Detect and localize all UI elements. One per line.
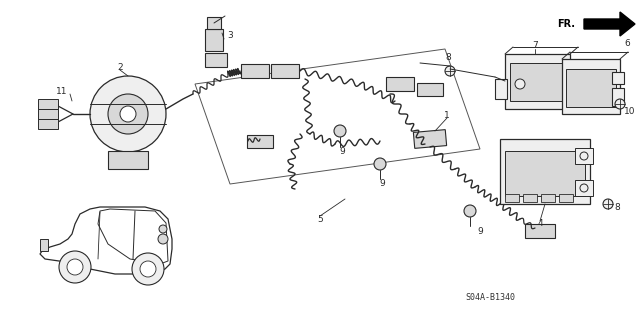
Bar — [247, 135, 273, 147]
Text: 8: 8 — [445, 53, 451, 62]
Circle shape — [445, 66, 455, 76]
Circle shape — [120, 106, 136, 122]
Polygon shape — [584, 12, 635, 36]
Bar — [205, 29, 223, 51]
Circle shape — [374, 158, 386, 170]
Bar — [523, 194, 537, 202]
Bar — [271, 64, 299, 78]
Bar — [559, 194, 573, 202]
Text: 1: 1 — [444, 110, 450, 120]
Bar — [495, 79, 507, 99]
Circle shape — [132, 253, 164, 285]
Bar — [386, 77, 414, 91]
Text: 7: 7 — [532, 41, 538, 50]
Bar — [562, 59, 620, 114]
Bar — [38, 119, 58, 129]
Text: 2: 2 — [117, 63, 123, 71]
Bar — [505, 54, 570, 109]
Circle shape — [159, 225, 167, 233]
Bar — [525, 224, 555, 238]
Bar — [413, 130, 447, 148]
Bar — [575, 148, 593, 164]
Text: 9: 9 — [339, 146, 345, 155]
Circle shape — [108, 94, 148, 134]
Text: 4: 4 — [537, 219, 543, 228]
Circle shape — [515, 79, 525, 89]
Bar — [612, 88, 624, 106]
Text: 6: 6 — [624, 40, 630, 48]
Bar — [505, 151, 585, 196]
Text: 9: 9 — [477, 226, 483, 235]
Text: 5: 5 — [317, 214, 323, 224]
Text: 9: 9 — [379, 179, 385, 188]
Text: 11: 11 — [56, 86, 68, 95]
Bar — [108, 151, 148, 169]
Circle shape — [158, 234, 168, 244]
Circle shape — [90, 76, 166, 152]
Text: 10: 10 — [624, 108, 636, 116]
Bar — [207, 17, 221, 29]
Circle shape — [603, 199, 613, 209]
Text: FR.: FR. — [557, 19, 575, 29]
Bar — [38, 99, 58, 109]
Bar — [510, 63, 565, 101]
Circle shape — [334, 125, 346, 137]
Text: 3: 3 — [227, 31, 233, 40]
Circle shape — [464, 205, 476, 217]
Bar — [500, 139, 590, 204]
Circle shape — [615, 99, 625, 109]
Bar — [505, 194, 519, 202]
Circle shape — [140, 261, 156, 277]
Bar — [40, 239, 48, 251]
Circle shape — [59, 251, 91, 283]
Bar — [541, 194, 555, 202]
Bar — [241, 64, 269, 78]
Bar — [38, 109, 58, 119]
Text: 8: 8 — [614, 203, 620, 211]
Bar — [612, 72, 624, 84]
Circle shape — [580, 184, 588, 192]
Text: S04A-B1340: S04A-B1340 — [465, 293, 515, 301]
Circle shape — [580, 152, 588, 160]
Bar — [575, 180, 593, 196]
Bar — [205, 53, 227, 67]
Bar — [566, 69, 616, 107]
Circle shape — [67, 259, 83, 275]
Bar — [417, 83, 443, 95]
